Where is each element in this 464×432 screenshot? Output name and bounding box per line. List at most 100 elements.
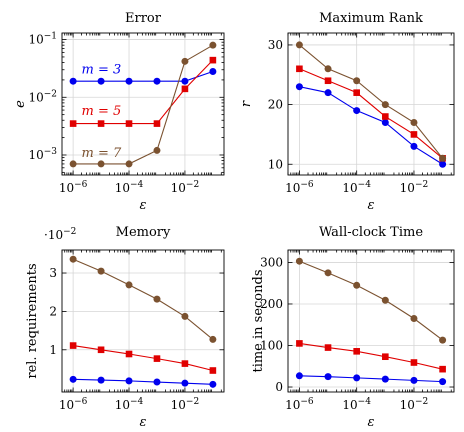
data-point-m3	[125, 77, 133, 85]
data-point-m5	[97, 346, 105, 354]
y-axis-label: time in seconds	[251, 269, 266, 372]
data-point-m7	[125, 281, 133, 289]
data-point-m3	[181, 77, 189, 85]
data-point-m5	[181, 85, 189, 93]
chart-title: Error	[125, 11, 162, 26]
x-tick-label: 10−4	[342, 397, 371, 412]
x-tick-label: 10−6	[285, 180, 314, 195]
data-point-m5	[296, 340, 303, 347]
data-point-m5	[410, 359, 418, 366]
data-point-m3	[381, 375, 389, 383]
y-axis-label: rel. requirements	[25, 263, 40, 378]
plot-frame	[61, 32, 225, 176]
data-point-m5	[69, 120, 77, 127]
data-point-m7	[439, 336, 447, 344]
x-tick-label: 10−2	[400, 397, 429, 412]
y-tick-label: 1	[49, 343, 57, 357]
data-point-m3	[353, 107, 361, 115]
series-line-m5	[299, 68, 443, 159]
data-point-m7	[209, 335, 217, 343]
series-line-m3	[299, 86, 443, 165]
x-tick-label: 10−4	[115, 397, 144, 412]
data-point-m5	[382, 113, 389, 120]
series-annotation: m = 7	[82, 146, 122, 161]
data-point-m5	[353, 89, 360, 96]
x-tick-label: 10−2	[400, 180, 429, 195]
data-point-m3	[97, 77, 105, 85]
grid-lines	[288, 250, 454, 392]
series-line-m7	[72, 258, 214, 340]
data-point-m3	[353, 374, 361, 382]
data-point-m7	[97, 160, 105, 168]
data-point-m3	[439, 160, 447, 168]
chart-wall-clock-time: 10−6 10−4 10−2 0 100 200 300 Wall-clock Time ε ti…	[251, 225, 455, 430]
chart-title: Memory	[116, 225, 171, 240]
data-point-m3	[209, 67, 217, 75]
data-point-m3	[69, 375, 77, 383]
y-axis-multiplier: ·10−2	[44, 227, 76, 242]
data-point-m7	[410, 315, 418, 323]
data-point-m5	[153, 120, 161, 127]
series-line-m3	[299, 375, 443, 383]
data-point-m5	[181, 360, 189, 367]
data-point-m3	[69, 77, 77, 85]
data-point-m5	[296, 65, 303, 73]
chart-memory: 10−6 10−4 10−2 1 2 3 Memory ε rel. requirements ·…	[25, 225, 225, 430]
data-point-m3	[295, 372, 303, 380]
series-line-m3	[73, 70, 214, 82]
data-point-m7	[324, 65, 332, 73]
data-point-m7	[410, 118, 418, 126]
y-tick-label: 10	[268, 157, 283, 171]
data-point-m7	[381, 296, 389, 304]
data-point-m7	[181, 312, 189, 320]
data-point-m7	[97, 267, 105, 275]
x-tick-label: 10−4	[115, 180, 144, 195]
data-point-m7	[353, 77, 361, 85]
plot-frame	[287, 249, 455, 393]
chart-title: Maximum Rank	[319, 11, 423, 26]
data-point-m5	[209, 367, 217, 374]
y-axis-label: e	[13, 100, 28, 108]
series-line-m7	[73, 44, 214, 165]
data-point-m3	[97, 376, 105, 384]
x-tick-label: 10−2	[171, 180, 200, 195]
data-point-m3	[439, 378, 447, 386]
data-point-m7	[295, 257, 303, 265]
data-point-m3	[181, 379, 189, 387]
x-tick-label: 10−4	[342, 180, 371, 195]
y-tick-label: 10−1	[28, 32, 57, 47]
series-line-m5	[299, 342, 443, 370]
data-point-m5	[153, 355, 161, 362]
data-point-m5	[209, 56, 217, 64]
x-axis-label: ε	[368, 198, 375, 213]
data-point-m5	[410, 131, 418, 138]
x-axis-label: ε	[368, 415, 375, 430]
series-annotation: m = 3	[82, 62, 122, 77]
data-point-m3	[324, 89, 332, 97]
x-axis-label: ε	[140, 415, 147, 430]
y-tick-label: 30	[268, 38, 283, 52]
series-annotation: m = 5	[82, 104, 122, 119]
x-axis-label: ε	[140, 198, 147, 213]
data-point-m5	[69, 342, 77, 349]
y-tick-label: 10−2	[28, 89, 57, 104]
y-tick-label: 300	[260, 255, 283, 269]
x-tick-label: 10−6	[59, 180, 88, 195]
data-point-m5	[382, 353, 389, 361]
data-point-m5	[324, 344, 332, 351]
y-tick-label: 3	[49, 266, 57, 280]
series-line-m7	[299, 44, 444, 159]
data-point-m7	[125, 160, 133, 168]
grid-lines	[62, 250, 224, 392]
y-tick-label: 200	[260, 297, 283, 311]
series-line-m3	[73, 378, 213, 385]
y-tick-label: 10−3	[28, 147, 57, 162]
data-point-m7	[439, 154, 447, 162]
data-point-m7	[153, 295, 161, 303]
y-tick-label: 0	[275, 380, 283, 394]
data-point-m3	[324, 373, 332, 381]
series-line-m5	[73, 59, 214, 125]
data-point-m7	[295, 41, 303, 49]
x-tick-label: 10−6	[285, 397, 314, 412]
